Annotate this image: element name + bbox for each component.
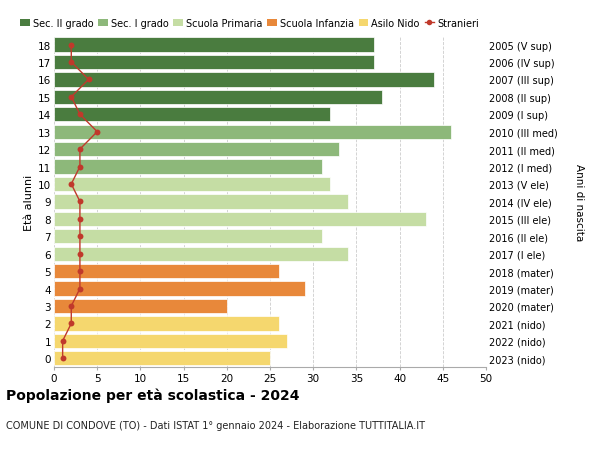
Bar <box>54 160 322 174</box>
Text: COMUNE DI CONDOVE (TO) - Dati ISTAT 1° gennaio 2024 - Elaborazione TUTTITALIA.IT: COMUNE DI CONDOVE (TO) - Dati ISTAT 1° g… <box>6 420 425 430</box>
Point <box>75 112 85 119</box>
Bar <box>54 334 287 348</box>
Text: Popolazione per età scolastica - 2024: Popolazione per età scolastica - 2024 <box>6 388 299 403</box>
Bar <box>54 317 278 331</box>
Bar <box>54 247 348 261</box>
Bar <box>54 143 339 157</box>
Legend: Sec. II grado, Sec. I grado, Scuola Primaria, Scuola Infanzia, Asilo Nido, Stran: Sec. II grado, Sec. I grado, Scuola Prim… <box>20 18 479 28</box>
Point <box>67 59 76 67</box>
Point <box>67 302 76 310</box>
Point <box>75 268 85 275</box>
Bar <box>54 299 227 313</box>
Point <box>92 129 102 136</box>
Point <box>75 216 85 223</box>
Point <box>75 233 85 241</box>
Bar <box>54 264 278 279</box>
Bar <box>54 38 374 52</box>
Bar <box>54 282 305 296</box>
Bar <box>54 56 374 70</box>
Point <box>67 181 76 188</box>
Point <box>75 285 85 292</box>
Bar <box>54 125 451 140</box>
Bar <box>54 230 322 244</box>
Bar <box>54 73 434 87</box>
Bar <box>54 195 348 209</box>
Bar <box>54 352 270 366</box>
Bar <box>54 178 331 192</box>
Y-axis label: Anni di nascita: Anni di nascita <box>574 163 584 241</box>
Point <box>67 94 76 101</box>
Y-axis label: Età alunni: Età alunni <box>24 174 34 230</box>
Bar <box>54 108 331 122</box>
Point <box>75 163 85 171</box>
Point <box>75 146 85 153</box>
Bar <box>54 212 425 226</box>
Point <box>75 251 85 258</box>
Point <box>75 198 85 206</box>
Point <box>67 42 76 49</box>
Point <box>67 320 76 327</box>
Point <box>58 337 67 345</box>
Point <box>84 77 94 84</box>
Point <box>58 355 67 362</box>
Bar <box>54 90 382 105</box>
